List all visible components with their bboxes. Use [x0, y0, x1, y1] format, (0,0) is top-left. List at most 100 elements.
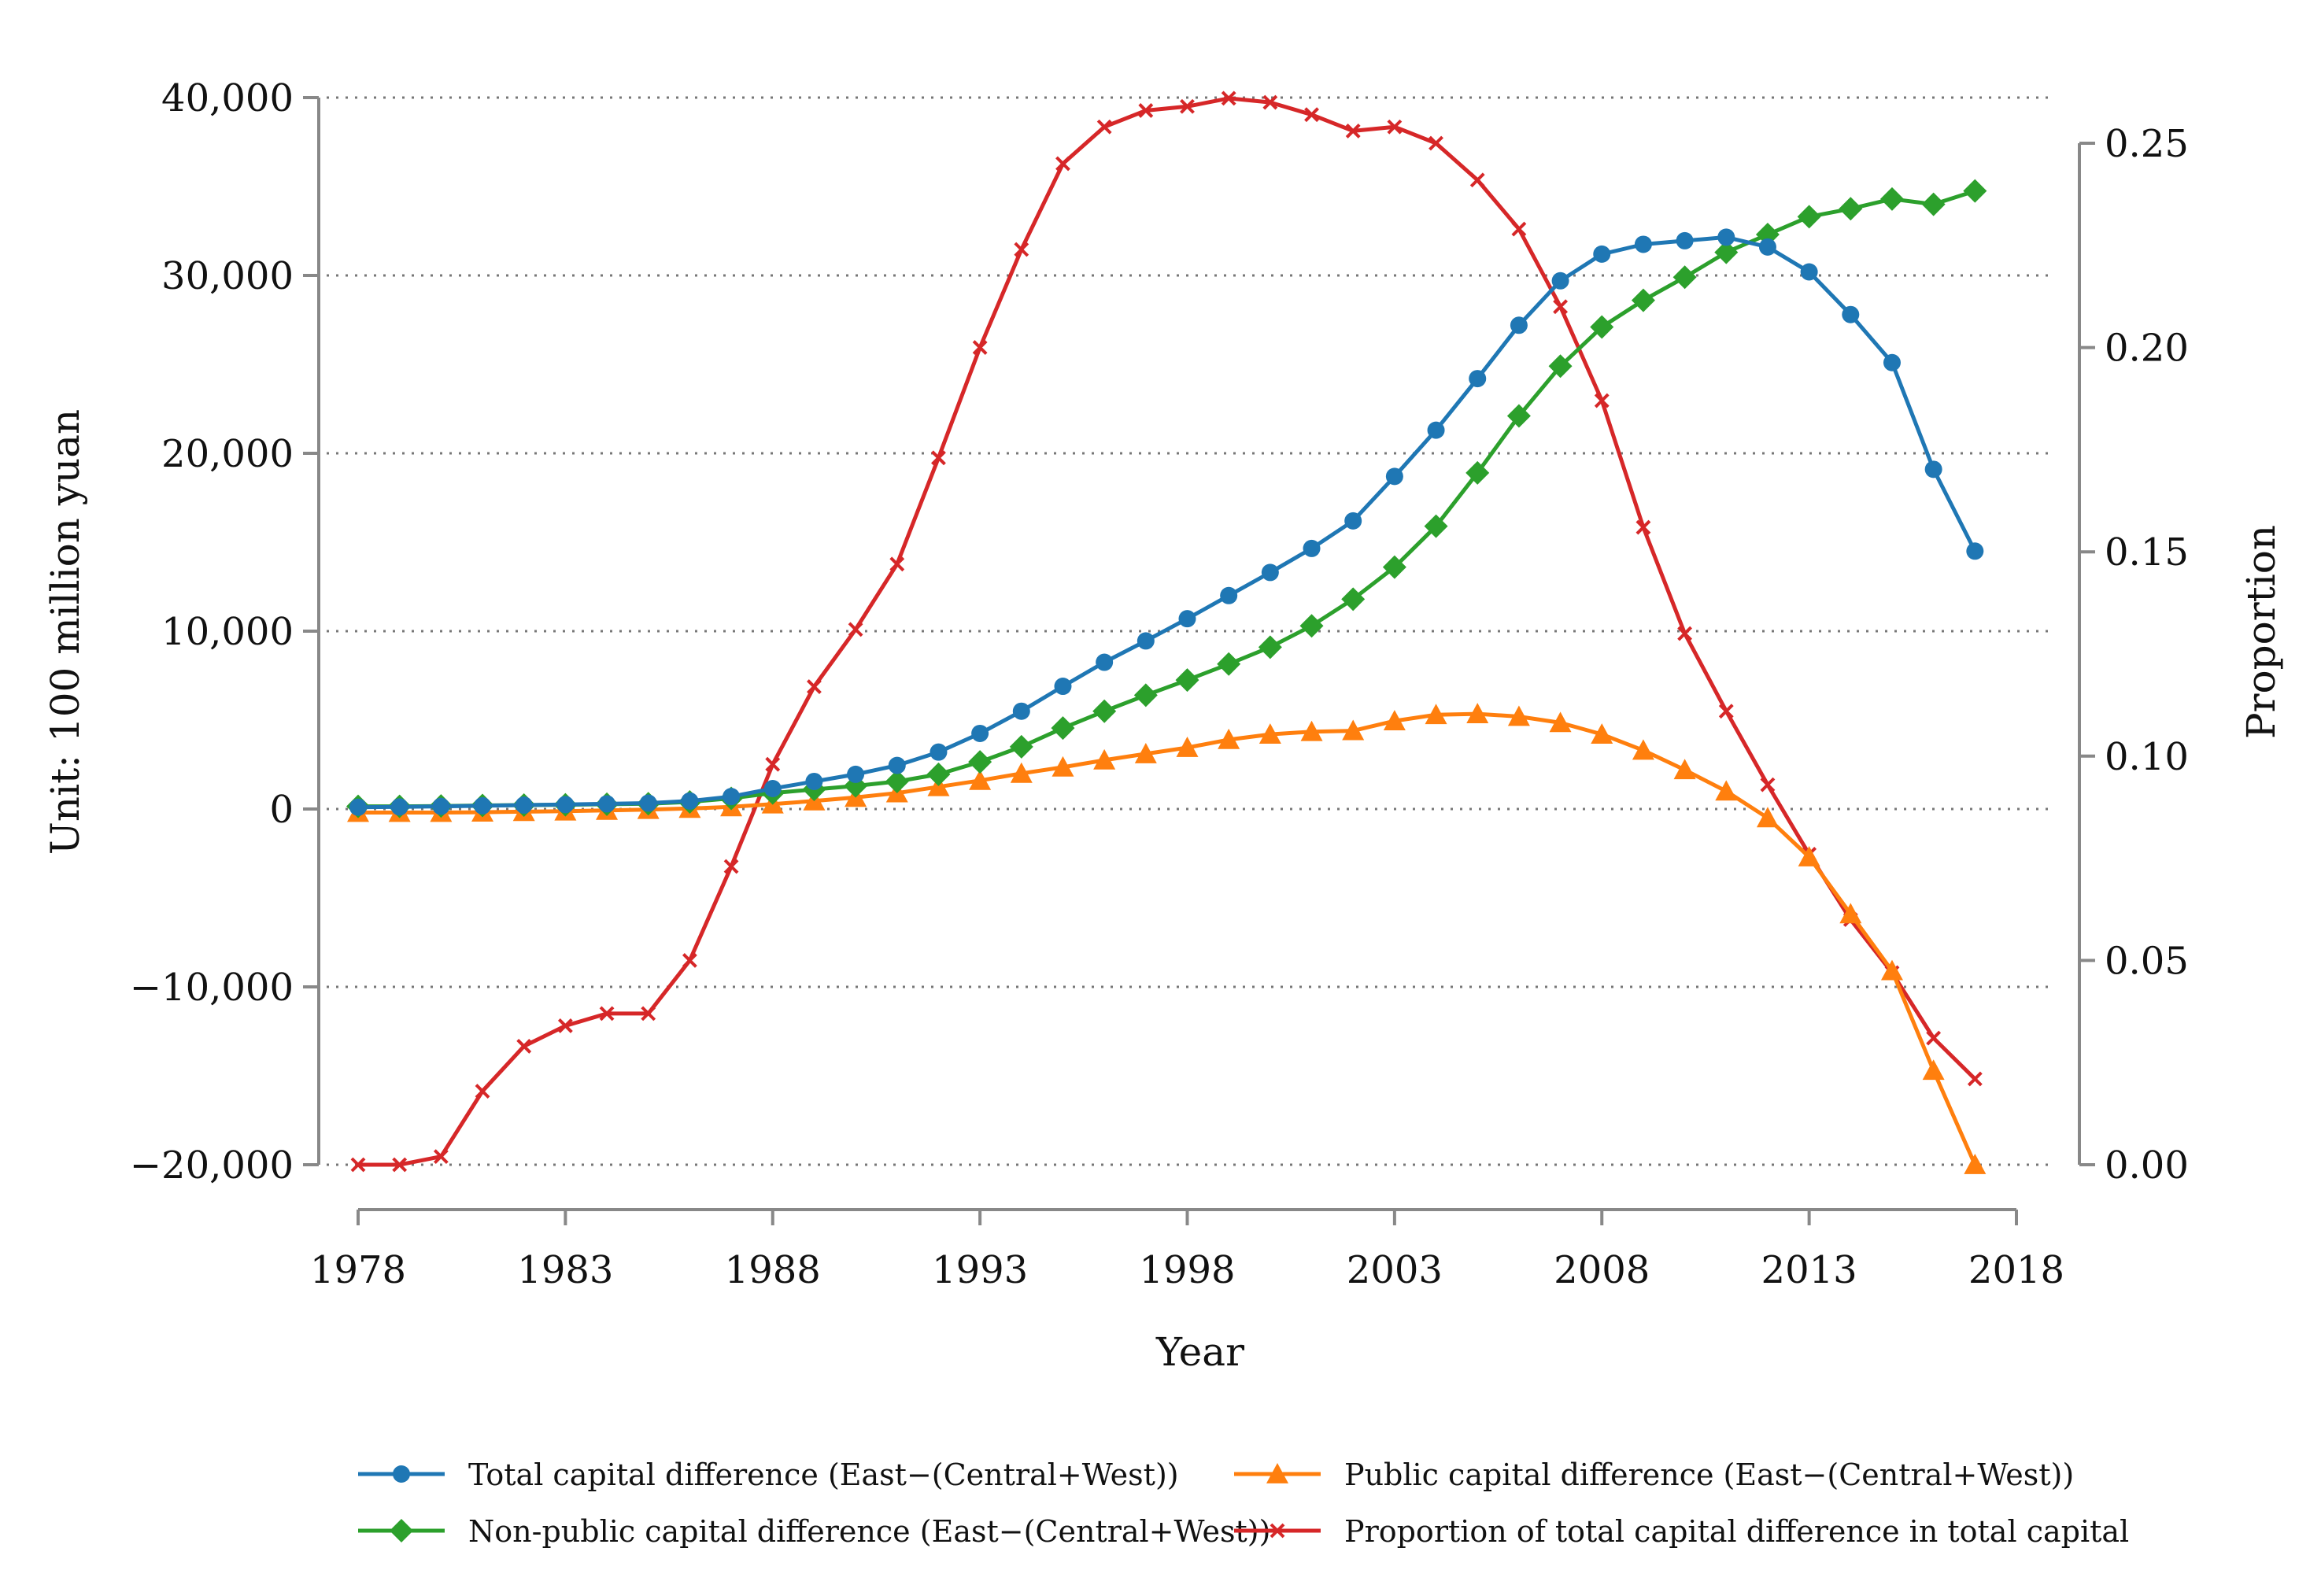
y2-tick-label: 0.20 — [2105, 327, 2189, 371]
legend-label: Total capital difference (East−(Central+… — [468, 1457, 1179, 1492]
data-point — [1469, 172, 1485, 188]
data-point — [557, 1018, 573, 1033]
data-point — [1964, 1154, 1987, 1174]
x-tick-label: 2003 — [1347, 1248, 1443, 1292]
data-point — [1506, 404, 1531, 428]
y-axis-label: Unit: 100 million yuan — [43, 409, 88, 855]
data-point — [847, 765, 865, 783]
data-point — [1220, 586, 1238, 604]
data-point — [681, 792, 699, 810]
data-point — [1756, 807, 1779, 828]
data-point — [350, 1157, 366, 1173]
data-point — [1345, 124, 1361, 139]
data-point — [1634, 235, 1652, 253]
legend-item: Proportion of total capital difference i… — [1234, 1514, 2129, 1549]
data-point — [1137, 632, 1155, 650]
data-point — [1262, 94, 1278, 110]
data-point — [723, 788, 741, 806]
series-1 — [347, 703, 1987, 1174]
data-point — [805, 772, 823, 790]
data-point — [848, 622, 863, 637]
data-point — [1176, 737, 1199, 757]
legend: Total capital difference (East−(Central+… — [358, 1457, 2129, 1549]
y-tick-label: 20,000 — [161, 432, 294, 476]
series-line — [356, 96, 1977, 1167]
marker-stroke — [599, 1006, 615, 1022]
data-point — [1758, 238, 1776, 256]
data-point — [1966, 542, 1984, 560]
x-tick-label: 2008 — [1554, 1248, 1650, 1292]
data-point — [1009, 734, 1033, 759]
data-point — [1344, 512, 1362, 530]
data-point — [1797, 205, 1821, 229]
marker-stroke — [848, 622, 863, 637]
data-point — [1055, 156, 1070, 172]
data-point — [1921, 192, 1946, 216]
x-tick-label: 1993 — [932, 1248, 1028, 1292]
marker-stroke — [1055, 156, 1070, 172]
legend-item: Total capital difference (East−(Central+… — [358, 1457, 1179, 1492]
data-point — [1967, 1071, 1983, 1087]
marker-stroke — [557, 1018, 573, 1033]
series-0 — [349, 228, 1984, 816]
marker-stroke — [765, 756, 781, 772]
marker-stroke — [1180, 98, 1195, 114]
data-point — [1138, 103, 1154, 118]
y2-axis-label: Proportion — [2238, 525, 2284, 739]
data-point — [1096, 653, 1114, 671]
data-point — [888, 756, 906, 774]
data-point — [969, 769, 992, 790]
y2-tick-label: 0.25 — [2105, 122, 2189, 166]
data-point — [432, 797, 450, 815]
data-point — [1879, 187, 1904, 211]
data-point — [971, 724, 989, 742]
data-point — [1299, 614, 1324, 638]
y-tick-label: −10,000 — [130, 966, 294, 1010]
data-point — [1631, 288, 1655, 312]
gridlines — [327, 96, 2054, 1166]
data-point — [1218, 728, 1240, 749]
data-point — [1469, 370, 1487, 388]
data-point — [1342, 719, 1365, 741]
data-point — [1553, 299, 1568, 315]
data-point — [1842, 305, 1860, 323]
marker-stroke — [1014, 242, 1029, 257]
data-point — [1672, 265, 1697, 290]
marker-stroke — [1345, 124, 1361, 139]
x-axis-label: Year — [1155, 1329, 1244, 1375]
data-point — [765, 756, 781, 772]
data-point — [516, 1039, 532, 1054]
legend-item: Non-public capital difference (East−(Cen… — [358, 1514, 1270, 1549]
data-point — [639, 794, 657, 812]
marker-stroke — [723, 859, 739, 874]
series — [346, 91, 1987, 1174]
marker-stroke — [807, 679, 822, 694]
marker-stroke — [1221, 91, 1236, 106]
data-point — [1133, 683, 1158, 707]
legend-swatch-marker — [1270, 1523, 1285, 1539]
data-point — [1304, 107, 1319, 123]
marker-stroke — [1926, 1030, 1942, 1046]
data-point — [433, 1149, 449, 1165]
data-point — [1922, 1059, 1945, 1081]
data-point — [972, 340, 988, 356]
data-point — [1883, 353, 1901, 371]
legend-label: Proportion of total capital difference i… — [1344, 1514, 2129, 1549]
data-point — [1341, 587, 1366, 611]
data-point — [641, 1006, 656, 1022]
data-point — [1717, 228, 1735, 246]
data-point — [1300, 720, 1323, 741]
axes: −20,000 −10,000 0 10,000 20,000 30,000 40,000 0… — [130, 76, 2189, 1292]
data-point — [392, 1157, 408, 1173]
x-tick-label: 1983 — [517, 1248, 613, 1292]
data-point — [1760, 777, 1776, 792]
marker-stroke — [1138, 103, 1154, 118]
data-point — [1258, 635, 1282, 659]
marker-stroke — [1469, 172, 1485, 188]
data-point — [1427, 421, 1445, 439]
data-point — [1715, 780, 1738, 801]
data-point — [682, 952, 697, 968]
marker-stroke — [1677, 626, 1693, 641]
data-point — [1052, 756, 1074, 777]
data-point — [1425, 704, 1447, 725]
